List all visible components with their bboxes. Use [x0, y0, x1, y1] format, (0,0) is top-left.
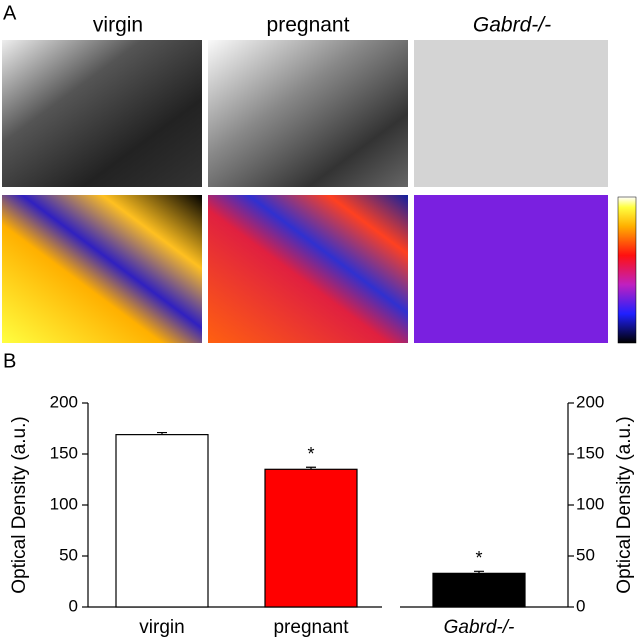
- heatmap-image: [208, 195, 408, 343]
- bar: [115, 434, 209, 608]
- y-axis-label: Optical Density (a.u.): [9, 416, 30, 593]
- y2-axis-label: Optical Density (a.u.): [614, 416, 635, 593]
- bar: [264, 468, 358, 608]
- y2-tick-label: 0: [576, 596, 585, 615]
- y2-tick-label: 150: [576, 443, 604, 462]
- y-tick-label: 50: [59, 545, 78, 564]
- heatmap-image: [2, 195, 202, 343]
- significance-marker: *: [307, 444, 314, 464]
- error-bar: [157, 431, 167, 435]
- significance-marker: *: [475, 548, 482, 568]
- micrograph: [414, 40, 608, 187]
- y2-tick-label: 100: [576, 494, 604, 513]
- column-header: pregnant: [267, 14, 350, 37]
- x-tick-label: virgin: [139, 617, 184, 638]
- error-bar: [306, 466, 316, 470]
- y-tick-label: 200: [50, 392, 78, 411]
- y-tick-label: 100: [50, 494, 78, 513]
- error-bar: [474, 570, 484, 574]
- column-header: Gabrd-/-: [473, 14, 551, 37]
- y2-tick-label: 50: [576, 545, 595, 564]
- y-tick-label: 150: [50, 443, 78, 462]
- x-tick-label: Gabrd-/-: [444, 617, 515, 638]
- x-tick-label: pregnant: [273, 617, 349, 638]
- panel-label: B: [3, 350, 16, 372]
- panel-label: A: [3, 2, 17, 24]
- heatmap-image: [414, 195, 608, 343]
- colorbar: [617, 196, 637, 344]
- y2-tick-label: 200: [576, 392, 604, 411]
- y-tick-label: 0: [69, 596, 78, 615]
- micrograph: [208, 40, 408, 187]
- column-header: virgin: [93, 14, 143, 37]
- bar: [432, 572, 526, 608]
- micrograph: [2, 40, 202, 187]
